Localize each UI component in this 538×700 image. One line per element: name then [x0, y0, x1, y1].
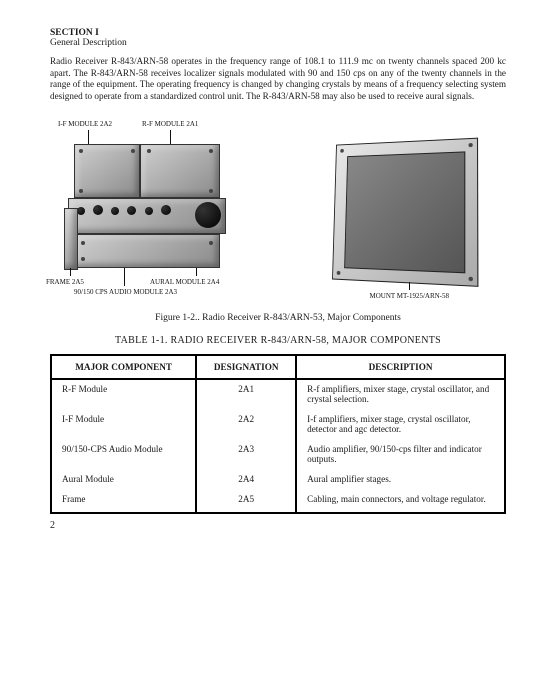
figure: I-F MODULE 2A2 R-F MODULE 2A1 [50, 120, 506, 323]
figure-caption: Figure 1-2.. Radio Receiver R-843/ARN-53… [50, 313, 506, 323]
cell-designation: 2A1 [196, 379, 296, 410]
cell-designation: 2A5 [196, 490, 296, 513]
label-if-module: I-F MODULE 2A2 [58, 120, 112, 128]
table-row: R-F Module 2A1 R-f amplifiers, mixer sta… [51, 379, 505, 410]
cell-component: R-F Module [51, 379, 196, 410]
page: SECTION I General Description Radio Rece… [0, 0, 538, 541]
if-module-block [74, 144, 140, 198]
cell-component: 90/150-CPS Audio Module [51, 440, 196, 470]
label-frame: FRAME 2A5 [46, 278, 84, 286]
label-audio-module: 90/150 CPS AUDIO MODULE 2A3 [74, 288, 177, 296]
table-row: 90/150-CPS Audio Module 2A3 Audio amplif… [51, 440, 505, 470]
leader-line [409, 282, 410, 290]
leader-line [124, 268, 125, 286]
audio-module-block [74, 234, 220, 268]
components-table: MAJOR COMPONENT DESIGNATION DESCRIPTION … [50, 354, 506, 514]
cell-component: Frame [51, 490, 196, 513]
enclosure-cavity [345, 151, 466, 273]
label-rf-module: R-F MODULE 2A1 [142, 120, 198, 128]
table-row: I-F Module 2A2 I-f amplifiers, mixer sta… [51, 410, 505, 440]
cell-description: R-f amplifiers, mixer stage, crystal osc… [296, 379, 505, 410]
leader-line [196, 268, 197, 276]
table-header-row: MAJOR COMPONENT DESIGNATION DESCRIPTION [51, 355, 505, 379]
mount-enclosure-drawing: MOUNT MT-1925/ARN-58 [314, 120, 506, 305]
cell-description: Aural amplifier stages. [296, 470, 505, 490]
description-paragraph: Radio Receiver R-843/ARN-58 operates in … [50, 56, 506, 102]
table-row: Frame 2A5 Cabling, main connectors, and … [51, 490, 505, 513]
section-header: SECTION I [50, 28, 506, 38]
label-aural-module: AURAL MODULE 2A4 [150, 278, 219, 286]
col-header-component: MAJOR COMPONENT [51, 355, 196, 379]
leader-line [170, 130, 171, 144]
cell-description: Cabling, main connectors, and voltage re… [296, 490, 505, 513]
cell-description: Audio amplifier, 90/150-cps filter and i… [296, 440, 505, 470]
label-mount: MOUNT MT-1925/ARN-58 [369, 292, 449, 300]
enclosure-box [333, 138, 479, 287]
frame-edge [64, 208, 78, 270]
rf-module-block [140, 144, 220, 198]
table-title: TABLE 1-1. RADIO RECEIVER R-843/ARN-58, … [50, 335, 506, 346]
cell-component: Aural Module [51, 470, 196, 490]
cell-designation: 2A4 [196, 470, 296, 490]
cell-description: I-f amplifiers, mixer stage, crystal osc… [296, 410, 505, 440]
large-knob [195, 202, 221, 228]
cell-designation: 2A3 [196, 440, 296, 470]
page-number: 2 [50, 520, 506, 531]
leader-line [88, 130, 89, 144]
col-header-designation: DESIGNATION [196, 355, 296, 379]
subsection-header: General Description [50, 38, 506, 48]
col-header-description: DESCRIPTION [296, 355, 505, 379]
table-row: Aural Module 2A4 Aural amplifier stages. [51, 470, 505, 490]
receiver-assembly-drawing: I-F MODULE 2A2 R-F MODULE 2A1 [50, 120, 296, 305]
leader-line [70, 268, 71, 276]
cell-component: I-F Module [51, 410, 196, 440]
figure-row: I-F MODULE 2A2 R-F MODULE 2A1 [50, 120, 506, 305]
cell-designation: 2A2 [196, 410, 296, 440]
